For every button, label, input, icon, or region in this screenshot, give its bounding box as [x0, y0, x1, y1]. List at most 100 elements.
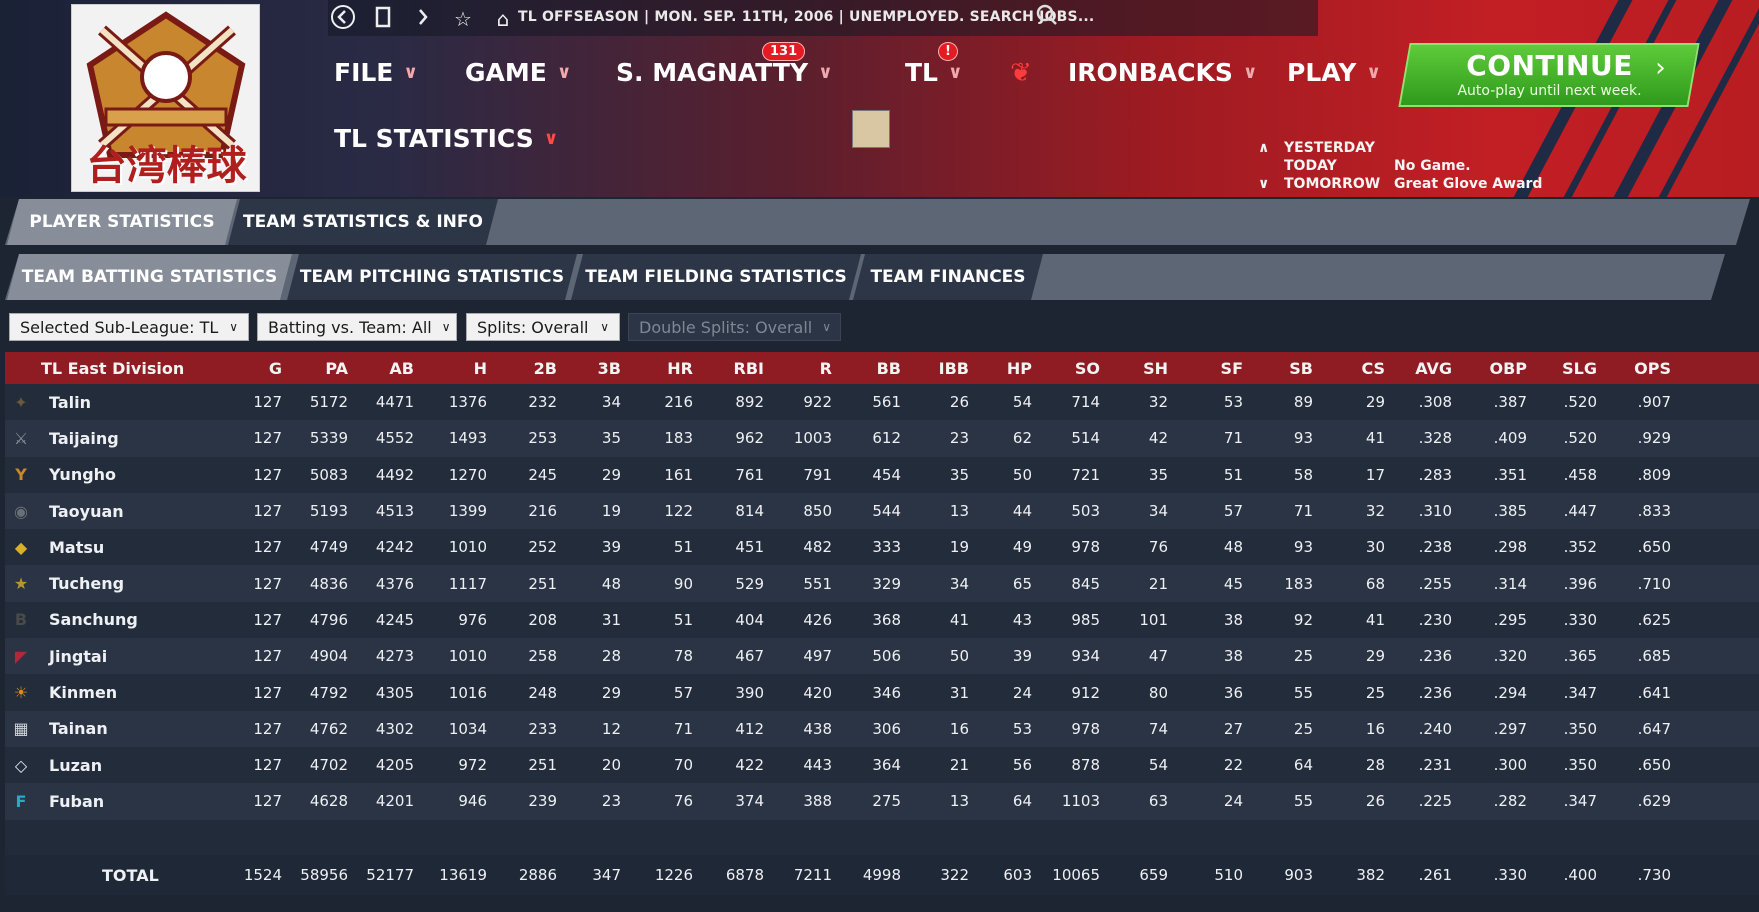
team-cell[interactable]: ⚔ Taijaing — [5, 422, 228, 454]
continue-button[interactable]: CONTINUE Auto-play until next week. › — [1398, 43, 1700, 107]
team-name[interactable]: Fuban — [49, 791, 105, 811]
menu-file[interactable]: FILE ∨ — [334, 58, 418, 87]
table-row[interactable]: ✦ Talin 127 5172 4471 1376 232 34 216 892 922 561 26… — [5, 384, 1759, 421]
table-row[interactable]: ◉ Taoyuan 127 5193 4513 1399 216 19 122 814 850 544… — [5, 492, 1759, 530]
menu-play[interactable]: PLAY ∨ — [1287, 58, 1381, 87]
table-row[interactable]: ▦ Tainan 127 4762 4302 1034 233 12 71 412 438 306 16… — [5, 710, 1759, 747]
team-name[interactable]: Kinmen — [49, 683, 118, 703]
tab-team-batting[interactable]: TEAM BATTING STATISTICS — [7, 254, 292, 300]
table-row[interactable]: ★ Tucheng 127 4836 4376 1117 251 48 90 529 551 329 3… — [5, 565, 1759, 602]
column-header-so[interactable]: SO — [1074, 358, 1100, 378]
column-header-pa[interactable]: PA — [325, 358, 348, 378]
table-row[interactable]: ☀ Kinmen 127 4792 4305 1016 248 29 57 390 420 346 31… — [5, 674, 1759, 711]
stat-cell-ibb: 13 — [949, 792, 969, 811]
table-row[interactable]: ◆ Matsu 127 4749 4242 1010 252 39 51 451 482 333 19 4… — [5, 529, 1759, 566]
splits-select[interactable]: Splits: Overall ∨ — [466, 313, 620, 341]
team-name[interactable]: Talin — [49, 392, 92, 412]
menu-team[interactable]: IRONBACKS ∨ — [1068, 58, 1257, 87]
team-cell[interactable]: B Sanchung — [5, 604, 228, 636]
tab-player-statistics[interactable]: PLAYER STATISTICS — [7, 199, 237, 245]
menu-league[interactable]: TL ∨ — [905, 58, 963, 87]
column-header-bb[interactable]: BB — [876, 358, 901, 378]
stat-cell-obp: .295 — [1493, 610, 1527, 629]
breadcrumb[interactable]: TL OFFSEASON | MON. SEP. 11TH, 2006 | UN… — [518, 9, 1095, 25]
stat-cell-ops: .641 — [1637, 683, 1671, 702]
team-name[interactable]: Sanchung — [49, 610, 138, 630]
team-cell[interactable]: ◆ Matsu — [5, 531, 228, 563]
stat-cell-g: 127 — [253, 647, 282, 666]
back-icon[interactable] — [330, 4, 356, 35]
column-header-ibb[interactable]: IBB — [938, 358, 969, 378]
column-header-g[interactable]: G — [268, 358, 282, 378]
team-logo-icon: Y — [15, 465, 27, 485]
stat-cell-r: 791 — [803, 465, 832, 484]
column-header-sh[interactable]: SH — [1143, 358, 1168, 378]
team-name[interactable]: Taijaing — [49, 428, 119, 448]
column-header-sf[interactable]: SF — [1220, 358, 1243, 378]
column-header-rbi[interactable]: RBI — [733, 358, 764, 378]
column-header-hp[interactable]: HP — [1006, 358, 1032, 378]
nav-icons: ☆ ⌂ — [330, 4, 516, 34]
tab-team-pitching[interactable]: TEAM PITCHING STATISTICS — [287, 254, 577, 300]
column-header-ops[interactable]: OPS — [1634, 358, 1671, 378]
table-row[interactable]: B Sanchung 127 4796 4245 976 208 31 51 404 426 368 4… — [5, 601, 1759, 639]
team-cell[interactable]: ◇ Luzan — [5, 749, 228, 781]
tab-team-statistics[interactable]: TEAM STATISTICS & INFO — [228, 199, 498, 245]
stat-cell-rbi: 814 — [735, 502, 764, 521]
column-header-h[interactable]: H — [473, 358, 487, 378]
team-name[interactable]: Tainan — [49, 719, 108, 739]
column-header-cs[interactable]: CS — [1361, 358, 1385, 378]
team-name[interactable]: Luzan — [49, 755, 103, 775]
column-header-hr[interactable]: HR — [667, 358, 693, 378]
menu-game[interactable]: GAME ∨ — [465, 58, 571, 87]
menu-section[interactable]: TL STATISTICS ∨ — [334, 124, 558, 153]
home-icon[interactable]: ⌂ — [496, 7, 510, 31]
stat-cell-rbi: 892 — [735, 393, 764, 412]
team-name[interactable]: Jingtai — [49, 646, 108, 666]
star-icon[interactable]: ☆ — [454, 7, 472, 31]
tab-team-fielding[interactable]: TEAM FIELDING STATISTICS — [571, 254, 861, 300]
team-cell[interactable]: Y Yungho — [5, 459, 228, 491]
team-name[interactable]: Yungho — [49, 465, 117, 485]
team-name[interactable]: Taoyuan — [49, 501, 124, 521]
team-name[interactable]: Tucheng — [49, 574, 125, 594]
stat-cell-slg: .352 — [1563, 538, 1597, 557]
team-cell[interactable]: ▦ Tainan — [5, 713, 228, 745]
column-header-2b[interactable]: 2B — [533, 358, 557, 378]
column-header-slg[interactable]: SLG — [1562, 358, 1597, 378]
team-cell[interactable]: ★ Tucheng — [5, 568, 228, 600]
column-header-sb[interactable]: SB — [1289, 358, 1313, 378]
bookmark-icon[interactable] — [370, 5, 396, 34]
vs-team-select[interactable]: Batting vs. Team: All ∨ — [257, 313, 457, 341]
tab-team-finances[interactable]: TEAM FINANCES — [853, 254, 1043, 300]
stat-cell-ab: 4205 — [375, 756, 414, 775]
stat-cell-obp: .300 — [1493, 756, 1527, 775]
division-header[interactable]: TL East Division — [41, 358, 185, 378]
column-header-3b[interactable]: 3B — [597, 358, 621, 378]
column-header-r[interactable]: R — [819, 358, 832, 378]
schedule-tomorrow[interactable]: ∨ TOMORROW Great Glove Award — [1258, 176, 1542, 194]
table-row[interactable]: ◤ Jingtai 127 4904 4273 1010 258 28 78 467 497 506 5… — [5, 638, 1759, 675]
table-row[interactable]: ◇ Luzan 127 4702 4205 972 251 20 70 422 443 364 21 56… — [5, 746, 1759, 784]
column-header-obp[interactable]: OBP — [1489, 358, 1527, 378]
team-cell[interactable]: ☀ Kinmen — [5, 677, 228, 709]
team-cell[interactable]: ◉ Taoyuan — [5, 495, 228, 527]
forward-icon[interactable] — [410, 5, 436, 34]
table-row[interactable]: ⚔ Taijaing 127 5339 4552 1493 253 35 183 962 1003 6… — [5, 420, 1759, 457]
column-header-avg[interactable]: AVG — [1415, 358, 1452, 378]
column-header-ab[interactable]: AB — [389, 358, 414, 378]
stat-cell-2b: 248 — [528, 683, 557, 702]
search-icon[interactable] — [1036, 4, 1058, 31]
menu-manager[interactable]: S. MAGNATTY ∨ — [616, 58, 833, 87]
table-row[interactable]: Y Yungho 127 5083 4492 1270 245 29 161 761 791 454 3… — [5, 456, 1759, 493]
team-name[interactable]: Matsu — [49, 537, 105, 557]
team-cell[interactable]: ◤ Jingtai — [5, 640, 228, 672]
schedule-yesterday[interactable]: ∧ YESTERDAY — [1258, 140, 1542, 158]
table-row[interactable]: F Fuban 127 4628 4201 946 239 23 76 374 388 275 13 64… — [5, 783, 1759, 820]
subleague-select[interactable]: Selected Sub-League: TL ∨ — [9, 313, 249, 341]
total-cell-cs: 382 — [1356, 866, 1385, 884]
league-logo[interactable]: 台湾棒球 — [71, 4, 260, 192]
stat-cell-so: 934 — [1071, 647, 1100, 666]
team-cell[interactable]: ✦ Talin — [5, 386, 228, 418]
team-cell[interactable]: F Fuban — [5, 785, 228, 817]
